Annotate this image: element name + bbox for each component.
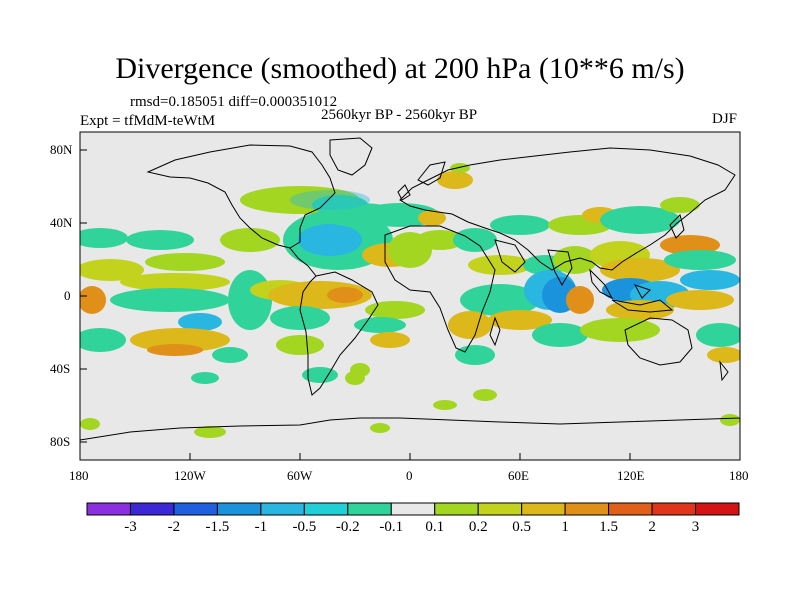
colorbar-box xyxy=(521,502,566,516)
experiment-label: Expt = tfMdM-teWtM xyxy=(80,113,216,129)
colorbar xyxy=(86,502,740,516)
lat-label-40s: 40S xyxy=(50,361,71,376)
lat-label-eq: 0 xyxy=(64,288,71,303)
colorbar-box xyxy=(86,502,131,516)
colorbar-label: 3 xyxy=(691,519,700,535)
colorbar-label: 1 xyxy=(561,519,569,535)
colorbar-label: -3 xyxy=(124,519,137,535)
lon-label-180e: 180 xyxy=(729,468,749,483)
colorbar-label: 0.1 xyxy=(425,519,445,535)
map-title: Divergence (smoothed) at 200 hPa (10**6 … xyxy=(115,52,685,85)
colorbar-box xyxy=(347,502,392,516)
lon-label-60e: 60E xyxy=(508,468,529,483)
colorbar-box xyxy=(390,502,436,516)
rmsd-label: rmsd=0.185051 diff=0.000351012 xyxy=(130,94,338,110)
colorbar-box xyxy=(173,502,218,516)
colorbar-box xyxy=(608,502,653,516)
lon-label-60w: 60W xyxy=(287,468,313,483)
lon-label-180w: 180 xyxy=(69,468,89,483)
colorbar-box xyxy=(260,502,305,516)
colorbar-label: -2 xyxy=(167,519,181,535)
colorbar-label: 2 xyxy=(648,519,656,535)
season-label: DJF xyxy=(712,111,738,127)
tick-marks xyxy=(79,149,741,460)
lat-label-80s: 80S xyxy=(50,434,71,449)
colorbar-box xyxy=(303,502,349,516)
colorbar-label: 1.5 xyxy=(599,519,618,535)
colorbar-box xyxy=(477,502,523,516)
divergence-field xyxy=(80,163,740,438)
colorbar-box xyxy=(216,502,262,516)
colorbar-label: 0.5 xyxy=(512,519,532,535)
lat-label-40n: 40N xyxy=(50,215,73,230)
coastlines xyxy=(80,137,740,441)
colorbar-label: -1.5 xyxy=(205,519,230,535)
colorbar-box xyxy=(434,502,479,516)
colorbar-label: -0.5 xyxy=(292,519,317,535)
colorbar-box xyxy=(651,502,697,516)
lon-label-120e: 120E xyxy=(617,468,645,483)
lat-label-80n: 80N xyxy=(50,142,73,157)
colorbar-label: -1 xyxy=(254,519,268,535)
colorbar-label: -0.2 xyxy=(335,519,360,535)
lon-label-120w: 120W xyxy=(174,468,206,483)
lon-label-0: 0 xyxy=(406,468,413,483)
colorbar-label: 0.2 xyxy=(468,519,488,535)
colorbar-box xyxy=(695,502,740,516)
colorbar-box xyxy=(129,502,175,516)
colorbar-label: -0.1 xyxy=(379,519,404,535)
period-label: 2560kyr BP - 2560kyr BP xyxy=(321,107,478,123)
colorbar-box xyxy=(564,502,610,516)
